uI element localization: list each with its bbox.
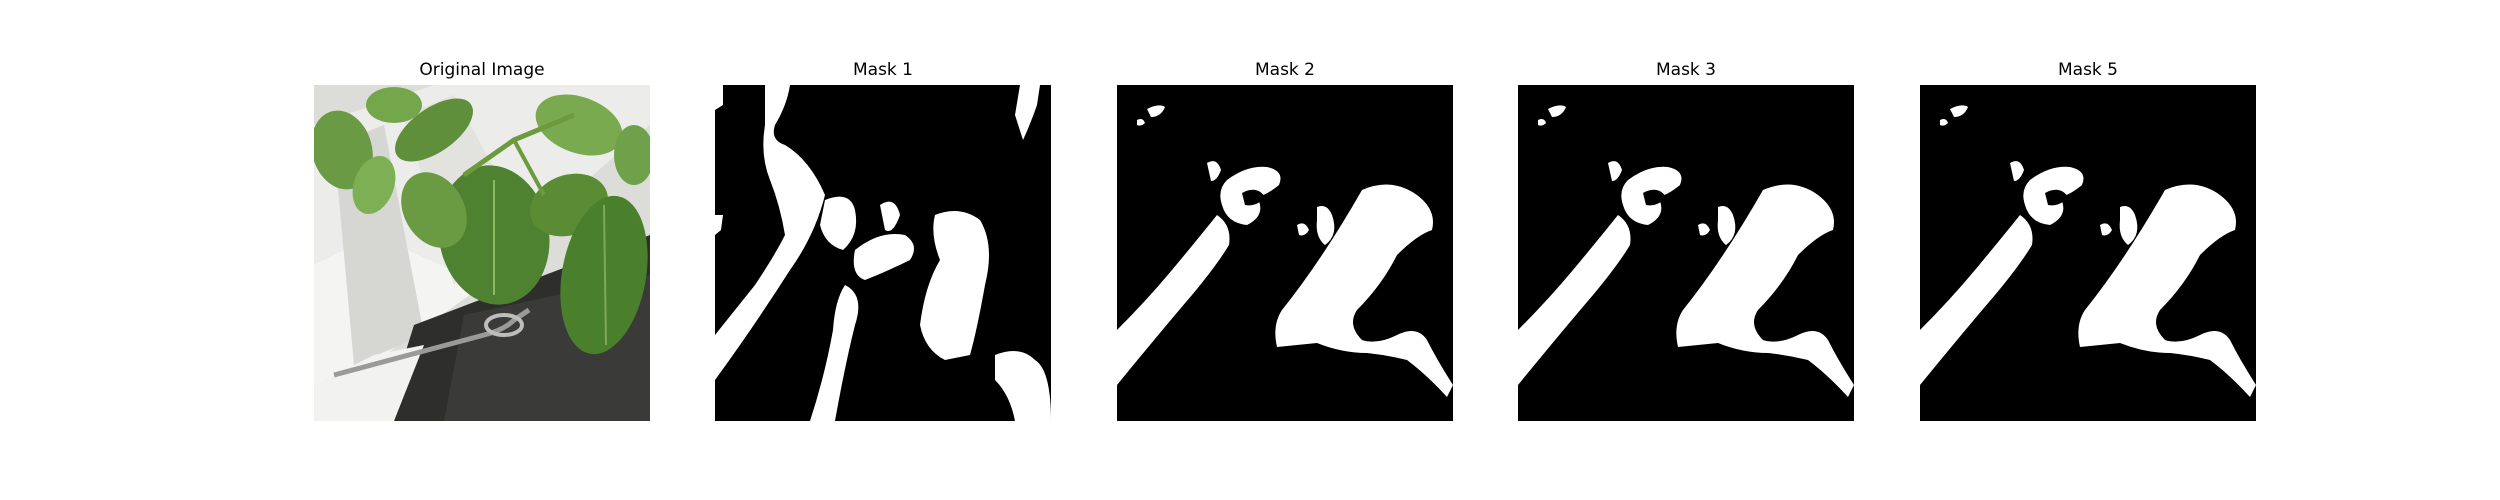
mask-3-image [1518, 85, 1854, 421]
mask-5-image [1920, 85, 2256, 421]
mask-2-image [1117, 85, 1453, 421]
panel-title: Mask 5 [2057, 60, 2118, 80]
panel-mask-1: Mask 1 [715, 0, 1051, 500]
panel-title: Mask 1 [852, 60, 913, 80]
panel-title: Original Image [419, 60, 545, 80]
mask-image [1117, 85, 1453, 421]
panel-title: Mask 2 [1254, 60, 1315, 80]
panel-title: Mask 3 [1655, 60, 1716, 80]
panel-mask-2: Mask 2 [1117, 0, 1453, 500]
mask-image [715, 85, 1051, 421]
pepper-plant-photo [314, 85, 650, 421]
mask-image [1920, 85, 2256, 421]
panel-original-image: Original Image [314, 0, 650, 500]
original-photo [314, 85, 650, 421]
panel-mask-5: Mask 5 [1920, 0, 2256, 500]
mask-image [1518, 85, 1854, 421]
mask-1-image [715, 85, 1051, 421]
panel-mask-3: Mask 3 [1518, 0, 1854, 500]
